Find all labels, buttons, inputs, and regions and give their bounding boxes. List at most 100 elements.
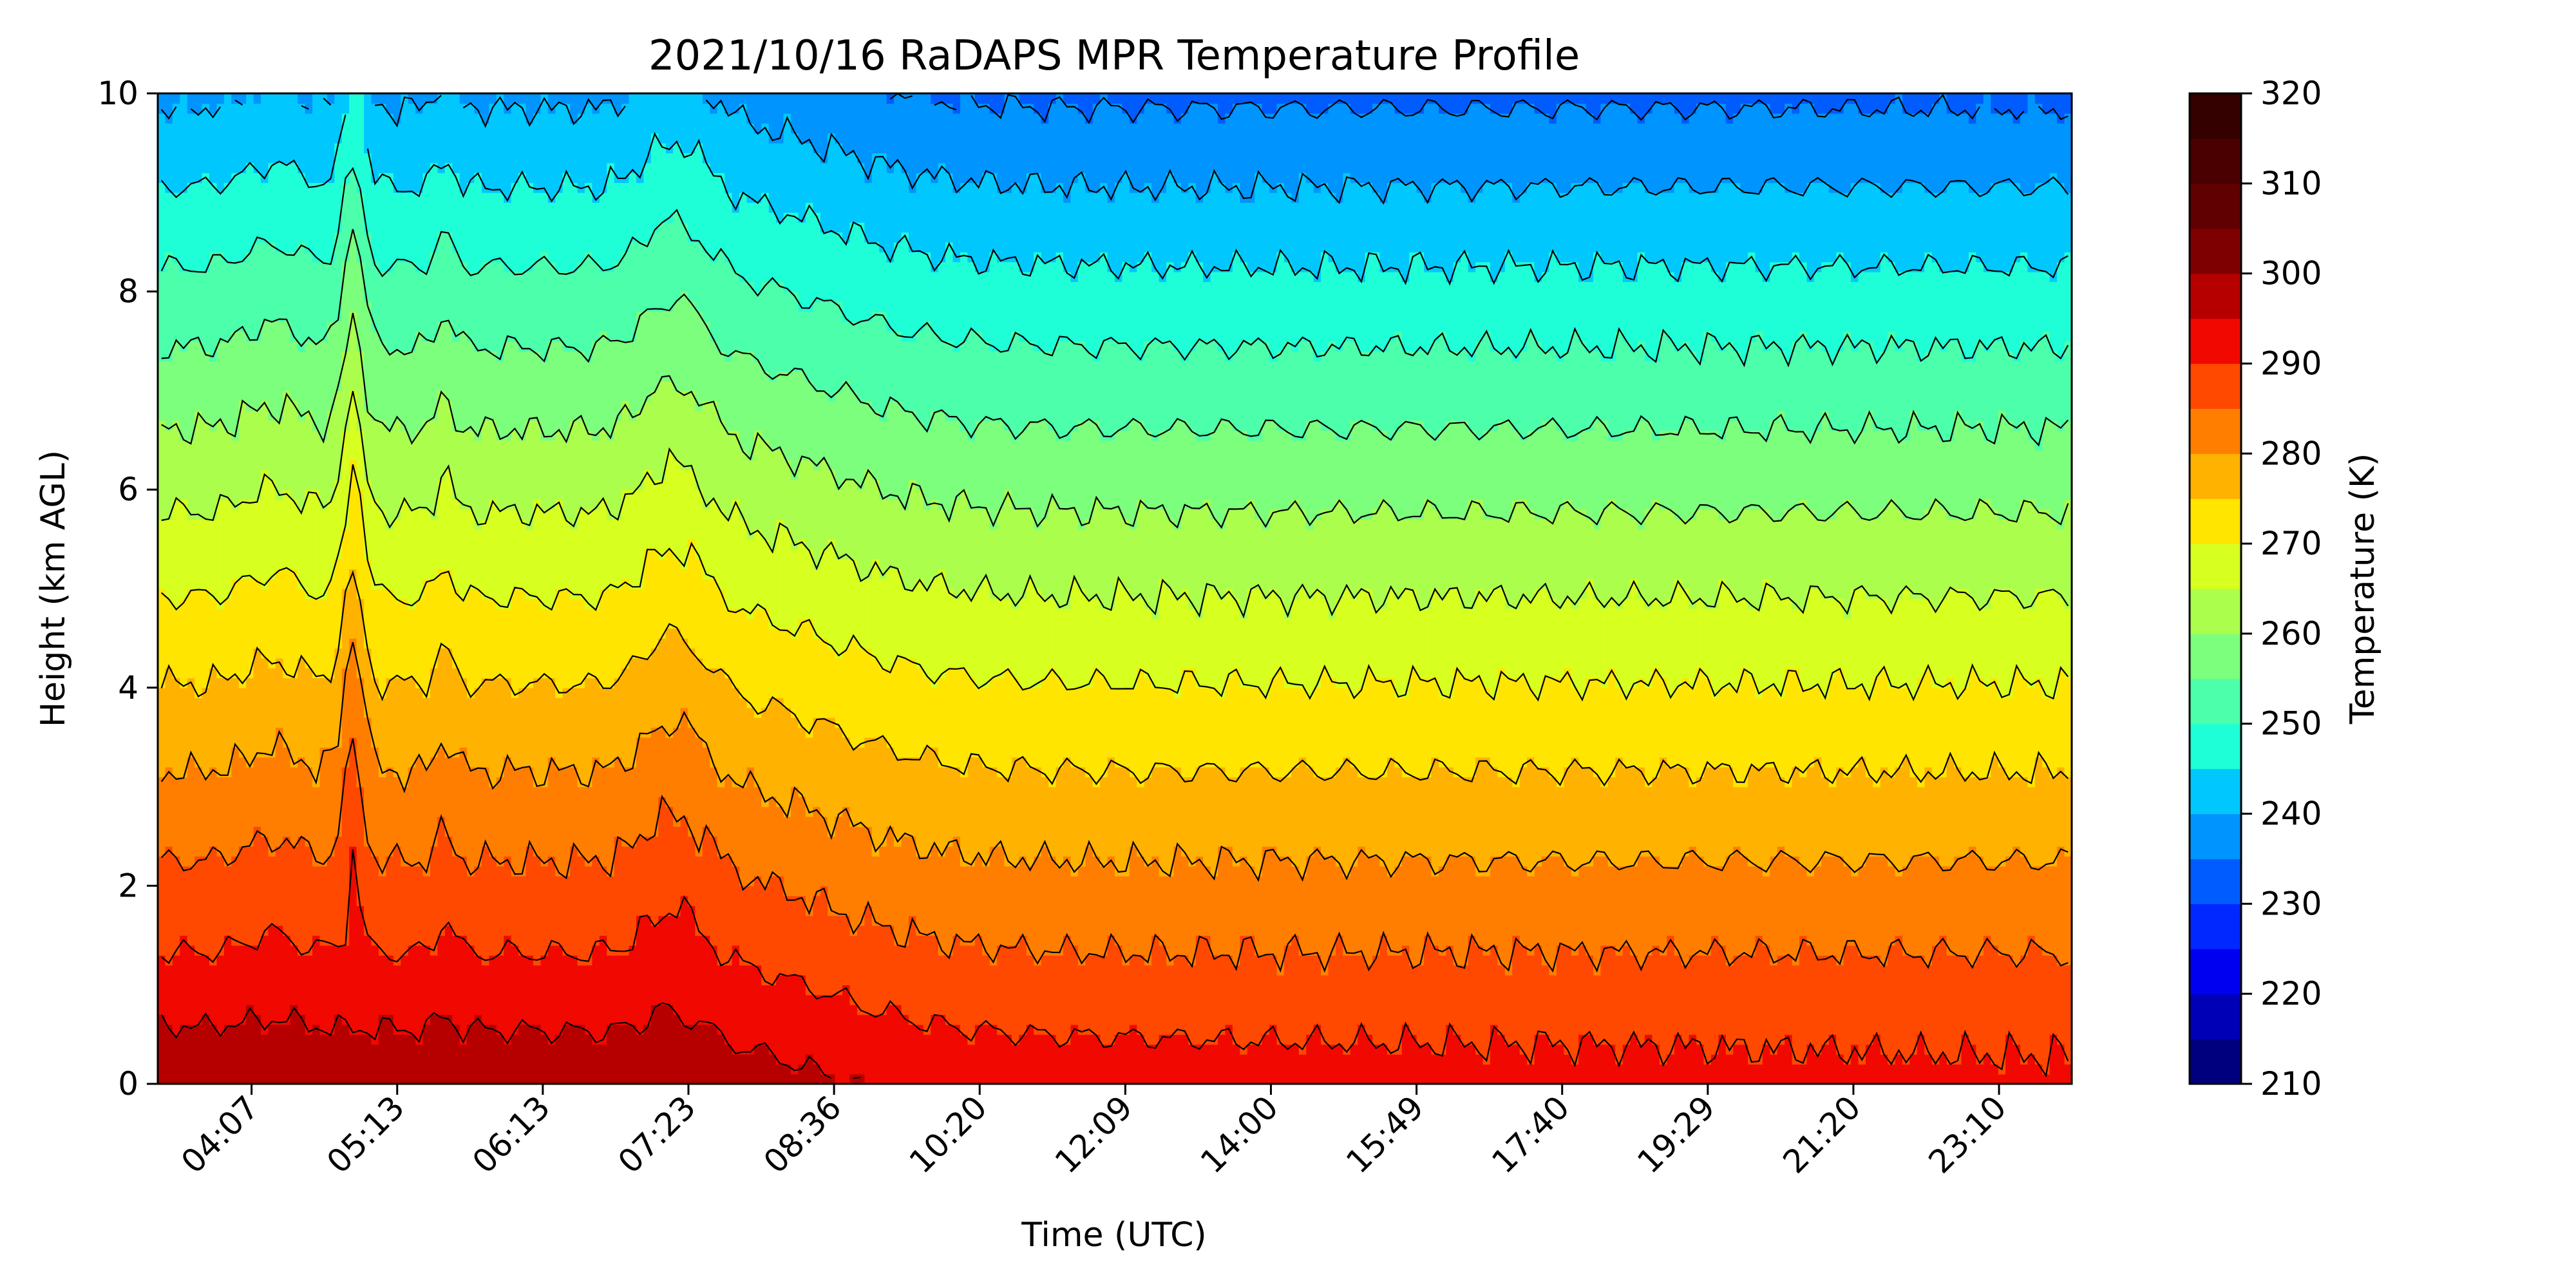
contour-cell	[415, 598, 424, 688]
colorbar-tick-label: 220	[2260, 975, 2322, 1012]
contour-cell	[1240, 935, 1248, 1055]
contour-cell	[1593, 1044, 1602, 1084]
contour-cell	[1365, 93, 1373, 114]
contour-cell	[246, 846, 254, 946]
contour-cell	[1144, 677, 1152, 778]
contour-cell	[1534, 945, 1542, 1035]
contour-cell	[1733, 113, 1741, 184]
contour-cell	[1865, 113, 1874, 184]
contour-cell	[1100, 777, 1108, 867]
contour-cell	[1689, 608, 1697, 688]
contour-cell	[1895, 598, 1903, 688]
contour-cell	[1195, 766, 1204, 857]
contour-cell	[312, 598, 321, 679]
contour-cell	[1379, 935, 1388, 1045]
contour-cell	[1961, 271, 1969, 362]
contour-cell	[1188, 608, 1197, 668]
contour-cell	[1298, 440, 1307, 510]
x-tick-label: 14:00	[1193, 1088, 1285, 1180]
contour-cell	[1137, 668, 1145, 788]
contour-cell	[1710, 608, 1719, 698]
contour-cell	[393, 777, 402, 847]
contour-cell	[1895, 687, 1903, 768]
contour-cell	[1453, 856, 1462, 966]
contour-cell	[268, 93, 276, 164]
contour-cell	[643, 658, 652, 738]
contour-cell	[1262, 697, 1270, 768]
contour-cell	[1504, 252, 1513, 352]
x-axis-title: Time (UTC)	[1021, 1216, 1206, 1255]
contour-cell	[1645, 192, 1653, 263]
contour-cell	[1306, 856, 1314, 956]
contour-cell	[1512, 856, 1520, 936]
contour-cell	[1755, 430, 1763, 510]
contour-cell	[1777, 350, 1785, 411]
contour-cell	[894, 846, 902, 946]
contour-cell	[378, 955, 387, 1016]
contour-cell	[1895, 935, 1903, 1055]
contour-cell	[1180, 361, 1189, 421]
contour-cell	[570, 271, 578, 352]
contour-cell	[540, 677, 549, 788]
contour-cell	[584, 677, 593, 788]
contour-cell	[1335, 598, 1344, 688]
contour-cell	[1799, 331, 1808, 431]
contour-cell	[886, 103, 895, 173]
contour-cell	[1821, 856, 1830, 956]
contour-cell	[702, 400, 711, 510]
contour-cell	[1379, 499, 1388, 609]
contour-cell	[2027, 935, 2036, 1055]
contour-cell	[783, 93, 791, 114]
contour-cell	[290, 400, 298, 500]
contour-cell	[305, 766, 313, 847]
contour-cell	[857, 925, 866, 1016]
contour-cell	[467, 589, 475, 698]
contour-cell	[938, 569, 946, 679]
contour-cell	[1085, 1034, 1094, 1084]
contour-cell	[1880, 509, 1889, 600]
contour-cell	[1828, 519, 1837, 600]
contour-cell	[857, 826, 866, 926]
contour-cell	[1306, 529, 1314, 600]
contour-cell	[187, 182, 195, 272]
contour-cell	[238, 261, 247, 332]
contour-cell	[1527, 876, 1535, 956]
contour-cell	[1159, 578, 1167, 688]
contour-cell	[1983, 608, 1992, 688]
contour-cell	[533, 598, 542, 679]
contour-cell	[187, 519, 195, 589]
contour-cell	[702, 578, 711, 668]
contour-cell	[931, 93, 939, 104]
contour-cell	[202, 955, 210, 1016]
contour-cell	[1674, 182, 1682, 283]
contour-cell	[1379, 866, 1388, 936]
contour-cell	[577, 509, 585, 600]
contour-cell	[1630, 866, 1638, 956]
contour-cell	[202, 856, 210, 956]
contour-cell	[1770, 687, 1778, 768]
contour-cell	[1262, 955, 1270, 1035]
contour-cell	[467, 766, 475, 876]
contour-cell	[1681, 420, 1690, 520]
contour-cell	[504, 608, 512, 679]
contour-cell	[430, 103, 439, 164]
contour-cell	[599, 935, 608, 1045]
contour-cell	[194, 93, 203, 114]
colorbar-band	[2190, 138, 2241, 184]
contour-cell	[805, 460, 814, 550]
contour-cell	[849, 558, 858, 639]
contour-cell	[246, 578, 254, 679]
contour-cell	[1475, 93, 1484, 104]
contour-cell	[1129, 598, 1138, 688]
contour-cell	[1659, 331, 1668, 431]
contour-cell	[371, 420, 379, 500]
contour-cell	[842, 737, 851, 808]
contour-cell	[629, 173, 637, 243]
contour-cell	[1504, 93, 1513, 114]
y-tick-label: 2	[118, 867, 138, 904]
contour-cell	[1446, 93, 1454, 114]
contour-cell	[1313, 1024, 1321, 1084]
contour-cell	[386, 113, 394, 173]
contour-cell	[1991, 757, 1999, 867]
contour-cell	[607, 766, 615, 876]
